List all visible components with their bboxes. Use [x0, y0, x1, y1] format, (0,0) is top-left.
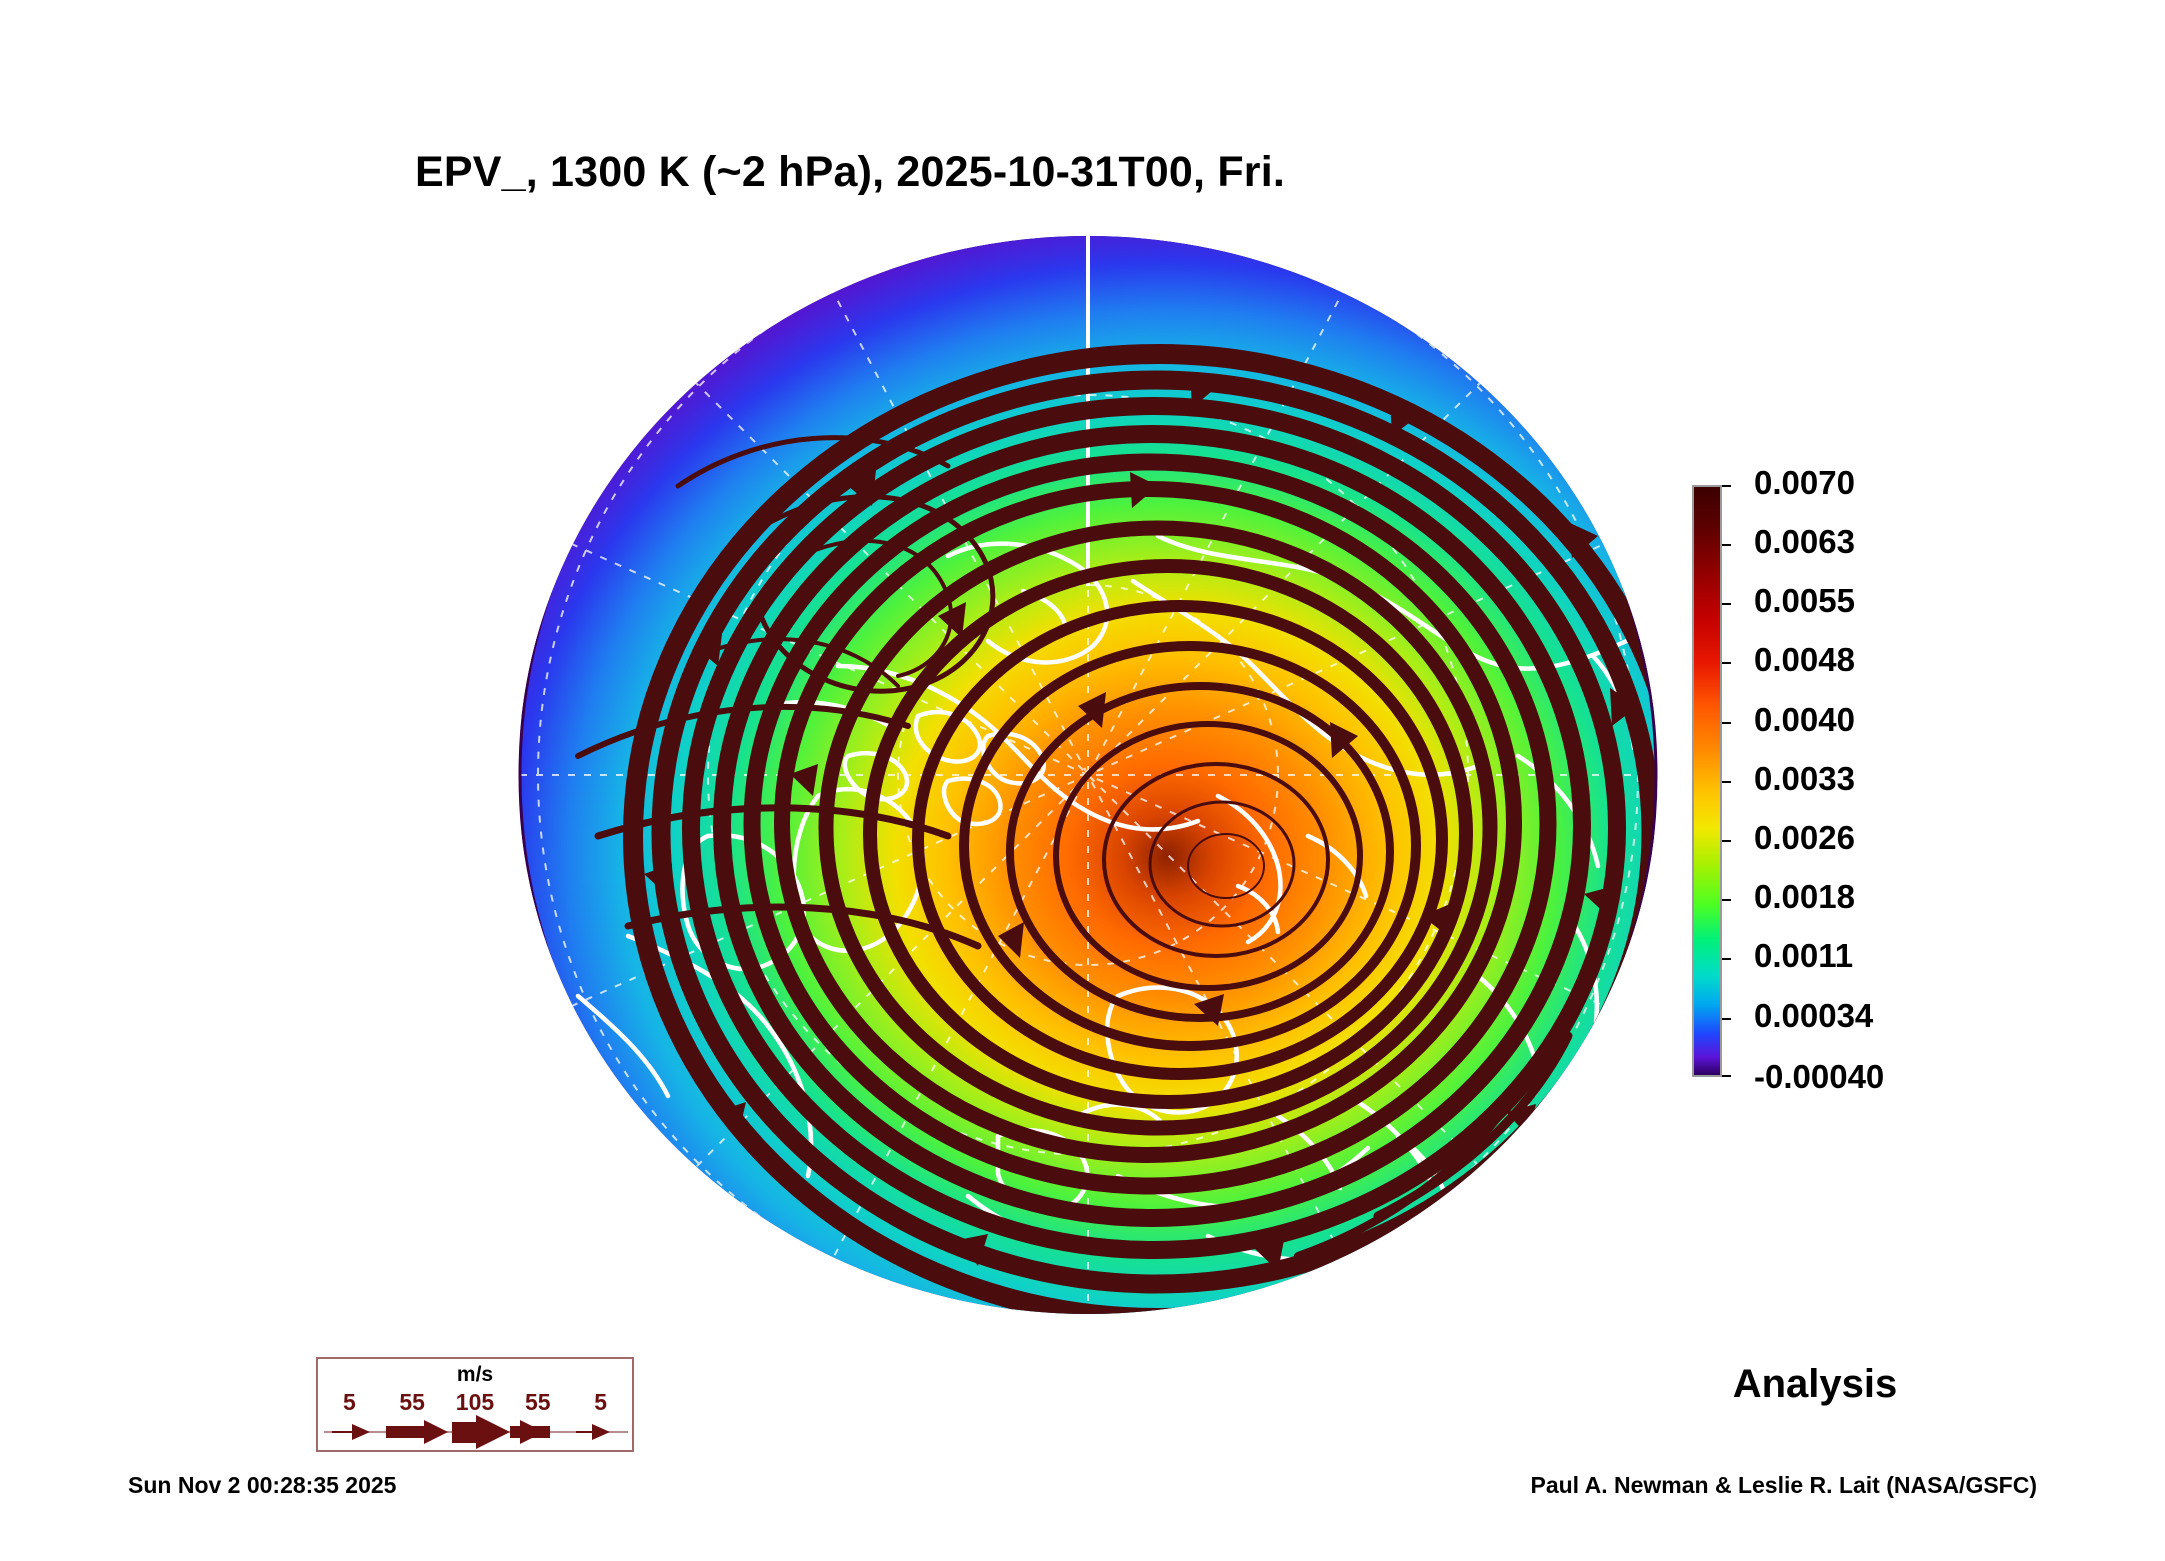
generation-timestamp: Sun Nov 2 00:28:35 2025: [128, 1472, 397, 1498]
colorbar-label: 0.0070: [1754, 464, 1855, 501]
wind-value: 55: [399, 1389, 425, 1415]
colorbar-label: 0.0026: [1754, 819, 1855, 856]
colorbar-label: 0.0063: [1754, 523, 1855, 560]
colorbar-tick: [1722, 958, 1731, 960]
wind-speed-legend: m/s 5 55 105 55 5: [316, 1357, 634, 1452]
colorbar-label: 0.0040: [1754, 701, 1855, 738]
wind-value: 105: [455, 1389, 495, 1415]
colorbar-gradient: [1692, 485, 1722, 1077]
colorbar-label: 0.0011: [1754, 937, 1854, 974]
colorbar-tick: [1722, 544, 1731, 546]
colorbar-tick: [1722, 781, 1731, 783]
colorbar-tick: [1722, 485, 1731, 487]
colorbar-label: 0.0048: [1754, 641, 1855, 678]
analysis-label: Analysis: [1732, 1362, 1898, 1406]
colorbar-tick: [1722, 722, 1731, 724]
wind-value: 55: [524, 1389, 551, 1415]
colorbar-tick: [1722, 1018, 1731, 1020]
colorbar-label: 0.00034: [1754, 997, 1874, 1034]
globe-outline: [518, 236, 1658, 1314]
colorbar-tick: [1722, 1075, 1731, 1077]
author-credit: Paul A. Newman & Leslie R. Lait (NASA/GS…: [1530, 1472, 2037, 1498]
wind-value: 5: [594, 1389, 607, 1415]
epv-field-svg: [518, 236, 1658, 1314]
colorbar-tick: [1722, 899, 1731, 901]
colorbar-label: 0.0018: [1754, 878, 1855, 915]
colorbar-tick: [1722, 603, 1731, 605]
colorbar-tick: [1722, 840, 1731, 842]
streamline-arrowheads: [644, 372, 1638, 1271]
colorbar-label: 0.0055: [1754, 582, 1855, 619]
colorbar: 0.0070 0.0063 0.0055 0.0048 0.0040 0.003…: [1692, 464, 2112, 1095]
colorbar-tick: [1722, 662, 1731, 664]
wind-value-row: 5 55 105 55 5: [318, 1389, 632, 1416]
wind-arrow-scale-icon: [324, 1415, 628, 1449]
wind-value: 5: [343, 1389, 356, 1415]
colorbar-label: -0.00040: [1754, 1058, 1885, 1095]
globe-disc: [518, 236, 1658, 1314]
page-title: EPV_, 1300 K (~2 hPa), 2025-10-31T00, Fr…: [414, 148, 1286, 196]
wind-units-label: m/s: [456, 1363, 494, 1386]
polar-map: [518, 236, 1658, 1314]
colorbar-label: 0.0033: [1754, 760, 1855, 797]
